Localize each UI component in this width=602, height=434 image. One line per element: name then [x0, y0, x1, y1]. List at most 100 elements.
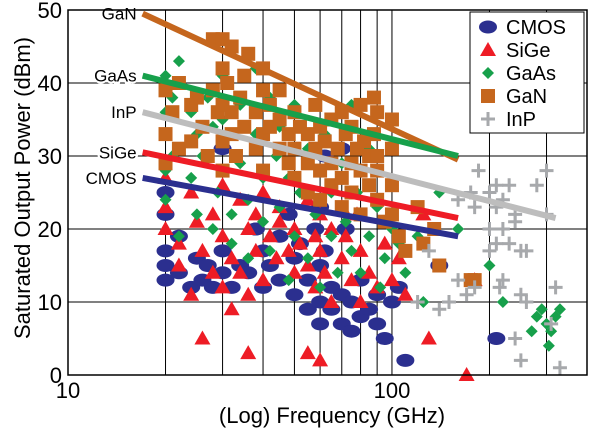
x-tick-label: 10 — [56, 378, 80, 403]
gan-point — [384, 178, 399, 193]
gan-point — [313, 163, 328, 178]
cmos-point — [156, 244, 175, 258]
gan-point — [165, 105, 180, 120]
sige-point — [188, 213, 205, 228]
gan-trend-label: GaN — [102, 5, 137, 24]
gan-point — [467, 273, 482, 288]
legend-marker-gaas — [482, 67, 494, 79]
gaas-trend-label: GaAs — [94, 67, 137, 86]
cmos-point — [342, 324, 361, 338]
gan-point — [158, 83, 173, 98]
sige-point — [312, 242, 329, 257]
gan-point — [281, 156, 296, 171]
gan-point — [370, 105, 385, 120]
plot-area-frame — [67, 9, 588, 376]
inp-point — [489, 178, 504, 193]
gan-point — [224, 105, 239, 120]
sige-point — [343, 272, 360, 287]
inp-point — [471, 163, 486, 178]
sige-point — [157, 199, 174, 214]
sige-point — [268, 250, 285, 265]
sige-point — [323, 294, 340, 308]
sige-point — [333, 250, 350, 265]
legend-label-inp: InP — [506, 109, 536, 131]
inp-point — [519, 243, 534, 258]
sige-point — [312, 352, 329, 367]
cmos-point — [156, 259, 175, 272]
sige-point — [271, 213, 288, 228]
sige-point — [240, 345, 257, 360]
cmos-point — [298, 273, 317, 287]
gan-point — [215, 61, 230, 76]
sige-point — [280, 242, 297, 257]
legend-marker-sige — [480, 42, 496, 56]
gan-point — [317, 134, 332, 149]
legend-label-cmos: CMOS — [506, 17, 566, 39]
gaas-point — [354, 266, 367, 279]
gan-point — [366, 90, 381, 105]
gan-point — [256, 83, 271, 98]
cmos-point — [156, 273, 175, 287]
inp-point — [548, 280, 563, 295]
gaas-point — [374, 281, 387, 294]
gan-point — [313, 192, 328, 207]
gaas-point — [345, 244, 358, 257]
sige-point — [255, 184, 272, 199]
gan-point — [334, 170, 349, 185]
x-tick-label: 100 — [374, 378, 411, 403]
inp-point — [451, 273, 466, 288]
gan-point — [416, 236, 431, 251]
sige-point — [204, 264, 221, 279]
sige-point — [240, 221, 257, 235]
cmos-point — [285, 288, 304, 302]
sige-point — [286, 221, 303, 235]
sige-point — [214, 279, 231, 294]
gan-point — [189, 90, 204, 105]
cmos-point — [396, 353, 415, 367]
sige-point — [337, 228, 354, 243]
gan-point — [237, 68, 252, 83]
cmos-point — [213, 244, 232, 258]
gan-point — [200, 149, 215, 163]
sige-point — [223, 250, 240, 265]
gaas-point — [257, 215, 270, 228]
inp-point — [459, 287, 474, 302]
gan-point — [220, 76, 235, 90]
inp-point — [519, 295, 534, 309]
gan-point — [370, 149, 385, 163]
cmos-point — [368, 317, 387, 331]
cmos-trend-label: CMOS — [86, 169, 137, 188]
cmos-point — [270, 273, 289, 287]
cmos-point — [375, 332, 394, 345]
gan-point — [384, 207, 399, 222]
y-tick-label: 0 — [50, 363, 62, 388]
sige-point — [204, 206, 221, 221]
y-tick-label: 40 — [38, 71, 62, 96]
gan-point — [308, 97, 323, 112]
sige-point — [170, 235, 187, 250]
y-tick-label: 30 — [38, 144, 62, 169]
sige-point — [183, 286, 200, 301]
cmos-point — [487, 332, 506, 345]
y-tick-label: 10 — [38, 290, 62, 315]
gan-point — [384, 141, 399, 156]
sige-point — [376, 235, 393, 250]
inp-trend-line — [141, 109, 557, 221]
sige-point — [255, 272, 272, 287]
gaas-point — [542, 339, 555, 352]
data-points — [156, 32, 567, 381]
gaas-point — [242, 252, 255, 265]
gaas-point — [301, 252, 314, 265]
gaas-point — [185, 171, 198, 184]
gaas-point — [545, 325, 558, 338]
inp-point — [442, 295, 457, 309]
inp-trend-label: InP — [111, 103, 137, 122]
gaas-point — [206, 223, 219, 235]
gan-point — [353, 97, 368, 112]
trend-lines — [141, 10, 557, 240]
gaas-point — [363, 230, 376, 243]
sige-point — [458, 367, 475, 381]
inp-point — [502, 236, 517, 251]
